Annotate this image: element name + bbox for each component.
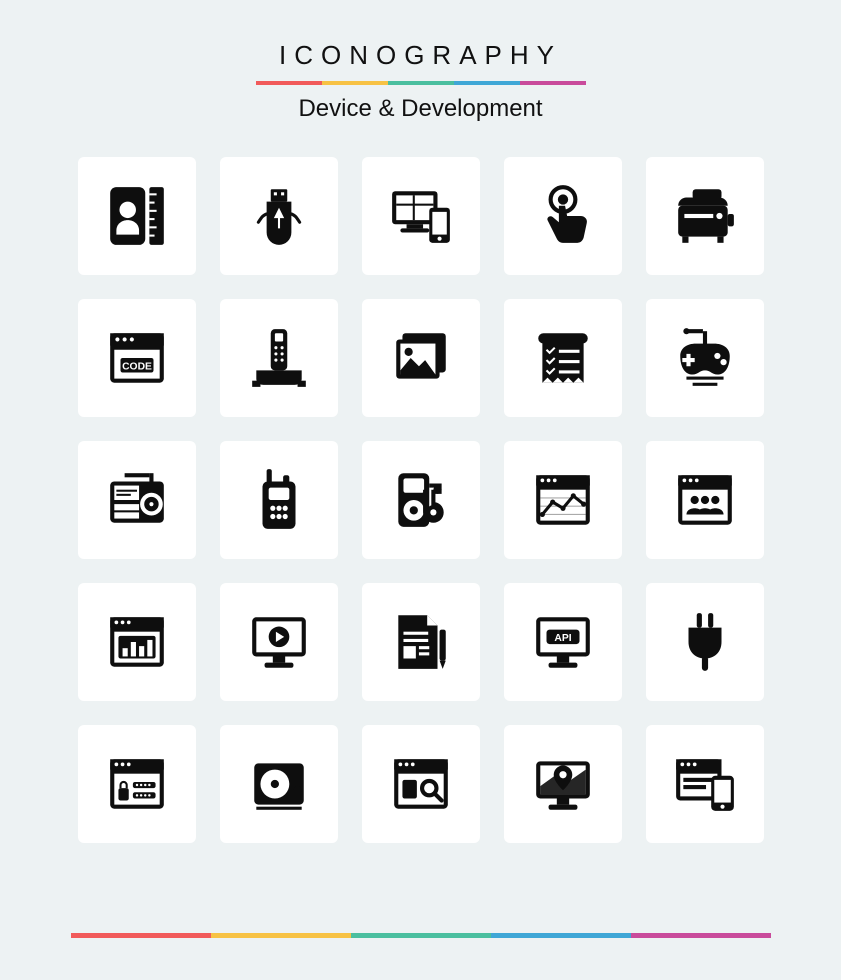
icon-mp3-player [362,441,480,559]
icon-document-edit [362,583,480,701]
icon-code-window: CODE [78,299,196,417]
icon-grid: CODE [78,157,764,843]
color-rule-bottom [71,933,771,938]
svg-text:CODE: CODE [122,361,152,372]
stripe [520,81,586,85]
icon-checklist-scroll [504,299,622,417]
icon-power-plug [646,583,764,701]
icon-video-monitor [220,583,338,701]
icon-api-monitor: API [504,583,622,701]
icon-search-window [362,725,480,843]
icon-bar-chart-window [78,583,196,701]
icon-mobile-profile-ruler [78,157,196,275]
stripe [322,81,388,85]
logo-text: ICONOGRAPHY [256,40,586,71]
stripe [388,81,454,85]
icon-touch-hand [504,157,622,275]
icon-secure-login-window [78,725,196,843]
stripe [351,933,491,938]
icon-hard-drive [220,725,338,843]
stripe [631,933,771,938]
stripe [211,933,351,938]
icon-map-pin-monitor [504,725,622,843]
icon-responsive-devices [362,157,480,275]
icon-cordless-phone [220,299,338,417]
stripe [491,933,631,938]
page-title: Device & Development [256,95,586,123]
icon-responsive-window [646,725,764,843]
color-rule-top [256,81,586,85]
icon-usb-drive [220,157,338,275]
stripe [256,81,322,85]
icon-analytics-chart [504,441,622,559]
header: ICONOGRAPHY Device & Development [256,40,586,123]
icon-image-gallery [362,299,480,417]
icon-gamepad [646,299,764,417]
stripe [454,81,520,85]
stripe [71,933,211,938]
icon-toaster-device [646,157,764,275]
svg-text:API: API [554,633,571,644]
icon-radio-boombox [78,441,196,559]
icon-walkie-talkie [220,441,338,559]
icon-team-window [646,441,764,559]
